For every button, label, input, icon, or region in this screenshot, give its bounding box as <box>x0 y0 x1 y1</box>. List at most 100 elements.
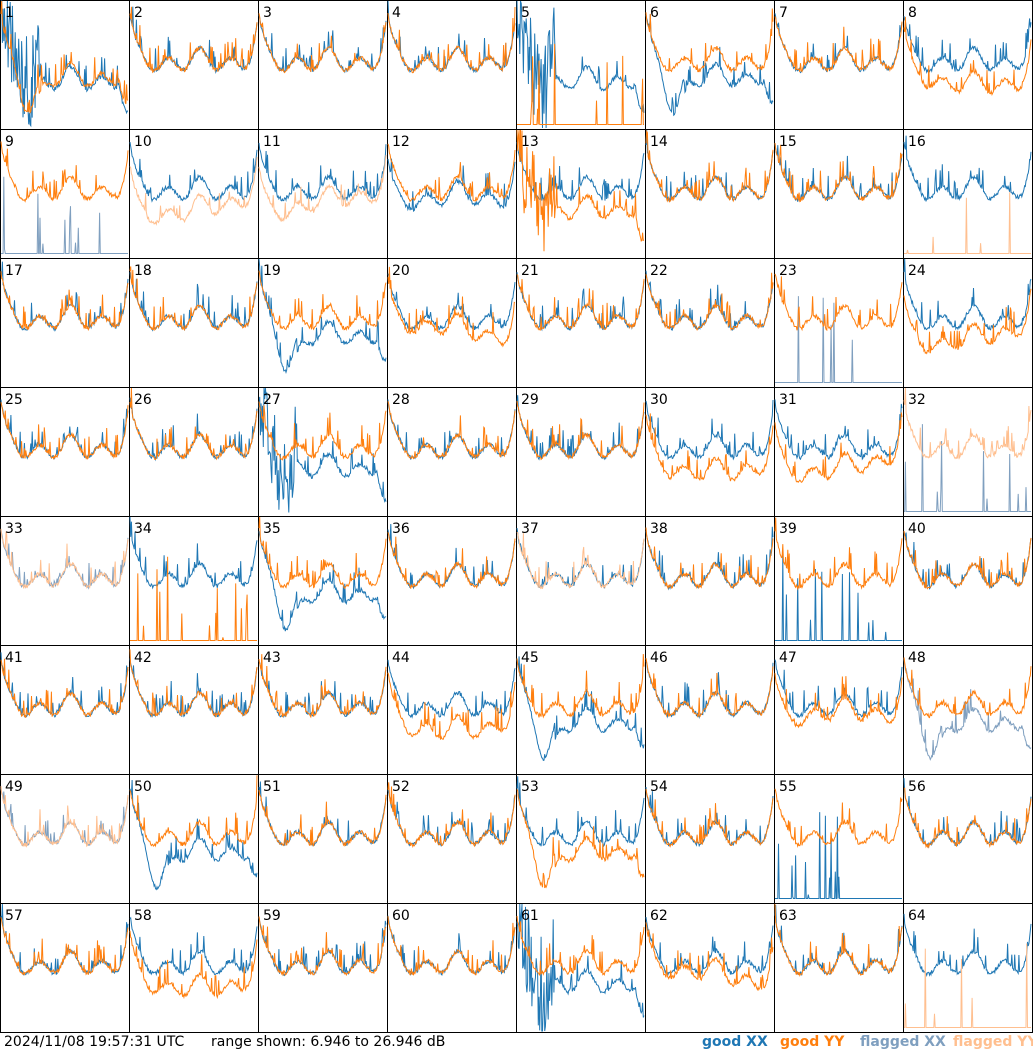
tile-35: 35 <box>258 516 388 646</box>
series-xx-line <box>516 656 645 762</box>
series-xx-line <box>1 176 128 254</box>
tile-25: 25 <box>0 387 130 517</box>
tile-frame <box>774 516 904 646</box>
series-xx-line <box>129 142 258 203</box>
series-xx-line <box>903 658 1032 761</box>
tile-frame <box>387 903 517 1033</box>
tile-45: 45 <box>516 645 646 775</box>
tile-label: 60 <box>392 908 410 924</box>
series-xx-line <box>387 158 516 212</box>
tile-15: 15 <box>774 129 904 259</box>
tile-23: 23 <box>774 258 904 388</box>
series-yy-line <box>645 272 774 331</box>
tile-label: 44 <box>392 650 410 666</box>
series-xx-line <box>903 16 1032 75</box>
tile-10: 10 <box>129 129 259 259</box>
tile-label: 3 <box>263 5 272 21</box>
series-xx-line <box>387 659 516 719</box>
tile-label: 22 <box>650 263 668 279</box>
tile-frame <box>645 0 775 130</box>
tile-label: 5 <box>521 5 530 21</box>
series-yy-line <box>129 156 258 226</box>
series-xx-line <box>258 142 387 203</box>
series-yy-line <box>903 288 1032 355</box>
tile-frame <box>516 774 646 904</box>
tile-label: 7 <box>779 5 788 21</box>
series-yy-line <box>258 13 387 74</box>
series-yy-line <box>645 789 774 848</box>
tile-label: 49 <box>5 779 23 795</box>
tile-frame <box>774 387 904 517</box>
tile-label: 37 <box>521 521 539 537</box>
series-yy-line <box>516 400 645 461</box>
tile-43: 43 <box>258 645 388 775</box>
tile-4: 4 <box>387 0 517 130</box>
tile-21: 21 <box>516 258 646 388</box>
tile-59: 59 <box>258 903 388 1033</box>
series-yy-line <box>774 517 903 591</box>
tile-label: 50 <box>134 779 152 795</box>
tile-61: 61 <box>516 903 646 1033</box>
tile-52: 52 <box>387 774 517 904</box>
tile-8: 8 <box>903 0 1033 130</box>
series-yy-line <box>387 916 516 976</box>
series-yy-line <box>774 673 903 729</box>
series-xx-line <box>774 399 903 461</box>
tile-label: 59 <box>263 908 281 924</box>
tile-37: 37 <box>516 516 646 646</box>
tile-label: 12 <box>392 134 410 150</box>
series-yy-line <box>516 129 645 252</box>
series-yy-line <box>516 915 645 976</box>
tile-label: 38 <box>650 521 668 537</box>
tile-64: 64 <box>903 903 1033 1033</box>
tile-frame <box>774 645 904 775</box>
tile-label: 23 <box>779 263 797 279</box>
series-yy-line <box>258 916 387 977</box>
series-yy-line <box>387 532 516 589</box>
series-yy-line <box>0 917 129 976</box>
series-xx-line <box>129 779 258 891</box>
tile-17: 17 <box>0 258 130 388</box>
series-yy-line <box>903 657 1032 719</box>
tile-frame <box>645 516 775 646</box>
tile-40: 40 <box>903 516 1033 646</box>
tile-5: 5 <box>516 0 646 130</box>
tile-label: 29 <box>521 392 539 408</box>
range-label: range shown: 6.946 to 26.946 dB <box>211 1034 446 1050</box>
series-xx-line <box>775 812 902 899</box>
tile-9: 9 <box>0 129 130 259</box>
tile-label: 57 <box>5 908 23 924</box>
series-yy-line <box>387 401 516 461</box>
tile-44: 44 <box>387 645 517 775</box>
tile-57: 57 <box>0 903 130 1033</box>
series-yy-line <box>0 528 129 589</box>
tile-1: 1 <box>0 0 130 130</box>
tile-29: 29 <box>516 387 646 517</box>
series-yy-line <box>517 43 644 125</box>
tile-label: 6 <box>650 5 659 21</box>
series-yy-line <box>645 527 774 590</box>
tile-frame <box>903 0 1033 130</box>
legend-good-yy: good YY <box>780 1034 845 1050</box>
series-xx-line <box>774 659 903 719</box>
tile-frame <box>129 258 259 388</box>
series-yy-line <box>645 922 774 992</box>
series-xx-line <box>258 531 387 632</box>
series-xx-line <box>645 14 774 117</box>
tile-label: 39 <box>779 521 797 537</box>
tile-frame <box>0 774 130 904</box>
tile-label: 11 <box>263 134 281 150</box>
tile-frame <box>645 645 775 775</box>
tile-label: 54 <box>650 779 668 795</box>
series-xx-line <box>129 916 258 977</box>
tile-label: 63 <box>779 908 797 924</box>
series-xx-line <box>904 424 1031 512</box>
tile-48: 48 <box>903 645 1033 775</box>
series-yy-line <box>0 786 129 848</box>
series-xx-line <box>0 652 129 718</box>
tile-label: 62 <box>650 908 668 924</box>
series-yy-line <box>774 788 903 849</box>
series-yy-line <box>774 16 903 73</box>
legend-good-xx: good XX <box>702 1034 768 1050</box>
